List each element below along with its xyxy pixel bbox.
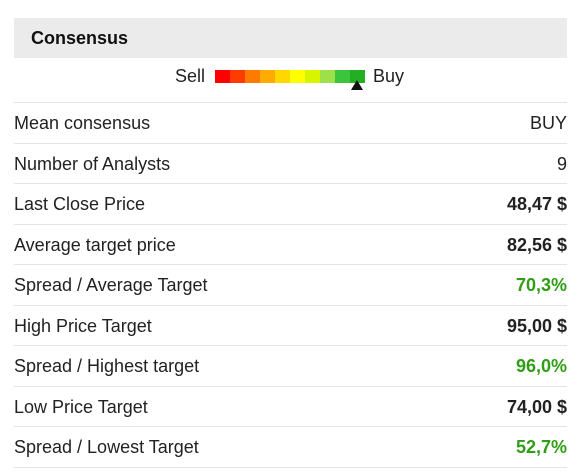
- gauge-segment: [335, 70, 350, 83]
- row-value: 48,47 $: [506, 194, 567, 214]
- gauge-segment: [260, 70, 275, 83]
- row-value: 96,0%: [515, 356, 567, 376]
- table-row: Spread / Highest target 96,0%: [14, 345, 567, 386]
- row-label: Spread / Highest target: [14, 356, 200, 376]
- table-row: Low Price Target 74,00 $: [14, 386, 567, 427]
- row-label: Spread / Average Target: [14, 275, 208, 295]
- gauge-segment: [305, 70, 320, 83]
- gauge-right-label: Buy: [373, 66, 405, 86]
- gauge-segment: [275, 70, 290, 83]
- row-label: Average target price: [14, 235, 176, 255]
- row-label: High Price Target: [14, 316, 152, 336]
- header-title: Consensus: [31, 28, 129, 48]
- gauge-segment: [245, 70, 260, 83]
- gauge-segment: [350, 70, 365, 83]
- table-row: Spread / Lowest Target 52,7%: [14, 426, 567, 467]
- table-row: Mean consensus BUY: [14, 102, 567, 143]
- header-bar: Consensus: [14, 18, 567, 58]
- row-label: Last Close Price: [14, 194, 146, 214]
- row-value: 52,7%: [515, 437, 567, 457]
- table-row: High Price Target 95,00 $: [14, 305, 567, 346]
- row-label: Mean consensus: [14, 113, 151, 133]
- row-label: Low Price Target: [14, 397, 148, 417]
- row-label: Spread / Lowest Target: [14, 437, 199, 457]
- row-value: 9: [556, 154, 567, 174]
- row-label: Number of Analysts: [14, 154, 171, 174]
- table-row: Average target price 82,56 $: [14, 224, 567, 265]
- row-value: 70,3%: [515, 275, 567, 295]
- row-value: BUY: [529, 113, 567, 133]
- table-row: Last Close Price 48,47 $: [14, 183, 567, 224]
- table-row: Number of Analysts 9: [14, 143, 567, 184]
- gauge-marker: [351, 80, 363, 90]
- gauge-segment: [290, 70, 305, 83]
- gauge-segment: [320, 70, 335, 83]
- gauge-segment: [230, 70, 245, 83]
- row-value: 82,56 $: [506, 235, 567, 255]
- table-row: Spread / Average Target 70,3%: [14, 264, 567, 305]
- gauge-left-label: Sell: [175, 66, 206, 86]
- consensus-gauge: Sell Buy: [0, 62, 581, 98]
- table-bottom-border: [14, 467, 567, 468]
- row-value: 74,00 $: [506, 397, 567, 417]
- row-value: 95,00 $: [506, 316, 567, 336]
- gauge-segment: [215, 70, 230, 83]
